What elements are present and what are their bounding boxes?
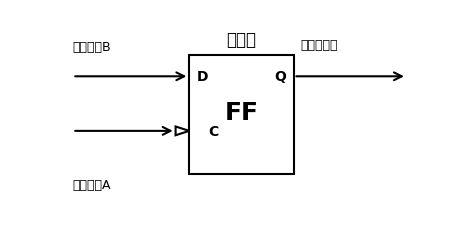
Text: D: D xyxy=(197,70,208,84)
Text: C: C xyxy=(208,124,218,138)
Text: 时钟输入A: 时钟输入A xyxy=(72,178,111,191)
Bar xyxy=(189,56,293,174)
Polygon shape xyxy=(175,127,189,136)
Text: 时钟输入B: 时钟输入B xyxy=(72,40,111,53)
Text: FF: FF xyxy=(224,101,258,124)
Text: 早信号标志: 早信号标志 xyxy=(300,39,338,52)
Text: 触发器: 触发器 xyxy=(226,31,256,49)
Text: Q: Q xyxy=(273,70,285,84)
